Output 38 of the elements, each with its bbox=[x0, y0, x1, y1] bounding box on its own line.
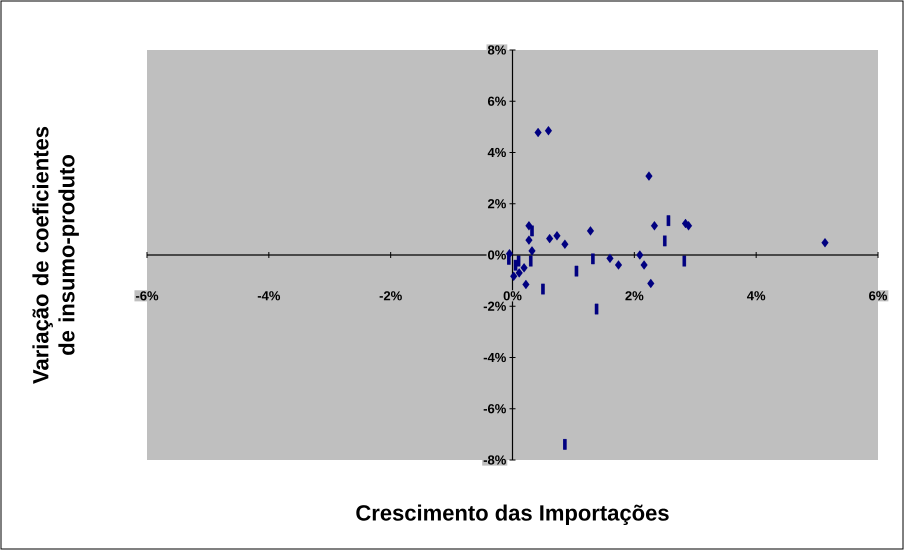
point bbox=[525, 235, 533, 245]
point bbox=[636, 250, 644, 260]
y-tick-label: -6% bbox=[484, 404, 506, 414]
point bbox=[614, 260, 622, 270]
y-tick-label: 0% bbox=[488, 250, 506, 260]
point bbox=[534, 128, 542, 138]
point bbox=[561, 240, 568, 249]
point bbox=[546, 234, 554, 244]
x-tick-label: 2% bbox=[625, 291, 644, 300]
point bbox=[544, 126, 552, 136]
y-tick-label: -4% bbox=[484, 352, 506, 362]
y-tick-label: 8% bbox=[488, 45, 506, 55]
y-tick-label: -2% bbox=[484, 302, 506, 311]
y-tick-label: 6% bbox=[488, 96, 506, 106]
point bbox=[640, 260, 648, 270]
point bbox=[650, 221, 658, 230]
x-tick-label: 6% bbox=[869, 291, 888, 300]
x-tick-label: -6% bbox=[136, 291, 158, 300]
point bbox=[606, 254, 614, 264]
x-axis-title: Crescimento das Importações bbox=[356, 504, 669, 526]
point bbox=[821, 238, 829, 248]
y-tick-label: 2% bbox=[488, 199, 506, 208]
point bbox=[647, 278, 654, 288]
point bbox=[522, 280, 530, 290]
point bbox=[645, 171, 653, 181]
y-tick-label: 4% bbox=[488, 148, 506, 158]
x-tick-label: -2% bbox=[380, 291, 402, 300]
point bbox=[520, 263, 528, 273]
point bbox=[510, 272, 518, 281]
x-tick-label: 4% bbox=[746, 291, 766, 300]
point bbox=[516, 268, 523, 278]
y-tick-label: -8% bbox=[484, 455, 506, 465]
point bbox=[553, 231, 561, 240]
x-tick-label: 0% bbox=[504, 291, 522, 300]
x-tick-label: -4% bbox=[258, 291, 280, 300]
point bbox=[528, 246, 536, 256]
y-axis-title: Variação de coeficientes de insumo-produto bbox=[32, 126, 79, 384]
point bbox=[586, 226, 594, 236]
